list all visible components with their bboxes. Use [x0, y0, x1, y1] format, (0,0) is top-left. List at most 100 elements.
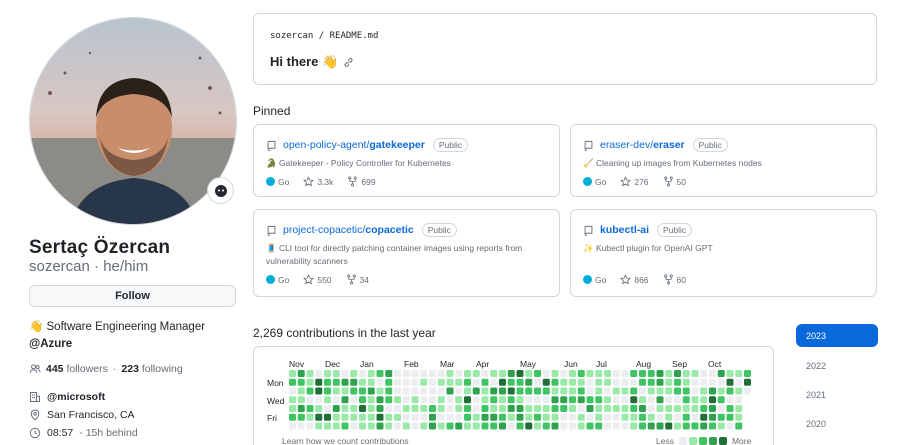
contribution-day-cell[interactable] [306, 405, 314, 412]
contribution-day-cell[interactable] [297, 405, 305, 412]
year-button-2023[interactable]: 2023 [796, 324, 878, 347]
contribution-day-cell[interactable] [542, 378, 550, 386]
contribution-day-cell[interactable] [446, 378, 454, 386]
contribution-day-cell[interactable] [534, 413, 541, 421]
contribution-day-cell[interactable] [297, 387, 305, 395]
contribution-day-cell[interactable] [332, 378, 340, 386]
contribution-day-cell[interactable] [297, 378, 305, 386]
contribution-day-cell[interactable] [297, 422, 305, 430]
contribution-day-cell[interactable] [481, 422, 489, 430]
contribution-day-cell[interactable] [595, 413, 603, 421]
contribution-day-cell[interactable] [691, 413, 699, 421]
contribution-day-cell[interactable] [674, 405, 681, 412]
contribution-day-cell[interactable] [525, 405, 533, 412]
contribution-day-cell[interactable] [691, 422, 699, 430]
contribution-day-cell[interactable] [726, 422, 734, 430]
contribution-day-cell[interactable] [481, 387, 489, 395]
contribution-day-cell[interactable] [507, 370, 515, 377]
contribution-day-cell[interactable] [630, 422, 638, 430]
contribution-day-cell[interactable] [420, 396, 428, 404]
contribution-day-cell[interactable] [385, 396, 393, 404]
contribution-day-cell[interactable] [639, 370, 646, 377]
contribution-day-cell[interactable] [612, 370, 620, 377]
contribution-day-cell[interactable] [394, 413, 401, 421]
contribution-day-cell[interactable] [429, 405, 436, 412]
contribution-day-cell[interactable] [394, 378, 401, 386]
repo-link[interactable]: project-copacetic/copacetic [283, 224, 414, 236]
contribution-day-cell[interactable] [464, 422, 471, 430]
contribution-day-cell[interactable] [647, 387, 655, 395]
contribution-day-cell[interactable] [359, 378, 366, 386]
contribution-day-cell[interactable] [437, 413, 445, 421]
contribution-day-cell[interactable] [341, 370, 349, 377]
contribution-day-cell[interactable] [402, 378, 410, 386]
contribution-day-cell[interactable] [411, 422, 419, 430]
contribution-day-cell[interactable] [350, 405, 358, 412]
contribution-day-cell[interactable] [569, 396, 576, 404]
contribution-day-cell[interactable] [315, 370, 323, 377]
contribution-day-cell[interactable] [674, 413, 681, 421]
contribution-day-cell[interactable] [586, 422, 594, 430]
contribution-day-cell[interactable] [647, 422, 655, 430]
contribution-day-cell[interactable] [665, 387, 673, 395]
contribution-day-cell[interactable] [420, 422, 428, 430]
contribution-day-cell[interactable] [639, 413, 646, 421]
contribution-day-cell[interactable] [490, 422, 498, 430]
contribution-day-cell[interactable] [700, 405, 708, 412]
followers-link[interactable]: 445 followers [46, 363, 108, 375]
contribution-day-cell[interactable] [464, 405, 471, 412]
contribution-day-cell[interactable] [674, 396, 681, 404]
contribution-day-cell[interactable] [647, 396, 655, 404]
contribution-day-cell[interactable] [735, 378, 743, 386]
contribution-day-cell[interactable] [551, 370, 559, 377]
anchor-link-icon[interactable] [343, 57, 354, 68]
contribution-day-cell[interactable] [402, 387, 410, 395]
contribution-day-cell[interactable] [516, 413, 524, 421]
contribution-day-cell[interactable] [376, 422, 384, 430]
contribution-day-cell[interactable] [516, 405, 524, 412]
contribution-day-cell[interactable] [437, 396, 445, 404]
contribution-day-cell[interactable] [717, 396, 725, 404]
contribution-day-cell[interactable] [569, 387, 576, 395]
contribution-day-cell[interactable] [402, 405, 410, 412]
contribution-day-cell[interactable] [429, 387, 436, 395]
contribution-day-cell[interactable] [656, 370, 664, 377]
contribution-day-cell[interactable] [700, 422, 708, 430]
contribution-day-cell[interactable] [472, 396, 480, 404]
contribution-day-cell[interactable] [455, 422, 463, 430]
contribution-day-cell[interactable] [612, 413, 620, 421]
contribution-day-cell[interactable] [490, 396, 498, 404]
contribution-day-cell[interactable] [455, 387, 463, 395]
contribution-day-cell[interactable] [306, 378, 314, 386]
status-emoji-button[interactable] [207, 177, 234, 204]
contribution-day-cell[interactable] [350, 396, 358, 404]
contribution-day-cell[interactable] [507, 422, 515, 430]
contribution-day-cell[interactable] [542, 396, 550, 404]
contribution-day-cell[interactable] [464, 413, 471, 421]
contribution-day-cell[interactable] [674, 370, 681, 377]
contribution-day-cell[interactable] [367, 378, 375, 386]
repo-stars-link[interactable]: 3.3k [303, 176, 333, 187]
contribution-day-cell[interactable] [324, 405, 331, 412]
contribution-day-cell[interactable] [481, 413, 489, 421]
contribution-day-cell[interactable] [341, 405, 349, 412]
contribution-day-cell[interactable] [315, 405, 323, 412]
contribution-day-cell[interactable] [464, 387, 471, 395]
contribution-day-cell[interactable] [577, 387, 585, 395]
contribution-day-cell[interactable] [446, 387, 454, 395]
contribution-day-cell[interactable] [700, 413, 708, 421]
contribution-day-cell[interactable] [656, 378, 664, 386]
contribution-day-cell[interactable] [385, 387, 393, 395]
contribution-day-cell[interactable] [560, 405, 568, 412]
contribution-day-cell[interactable] [411, 378, 419, 386]
repo-forks-link[interactable]: 34 [346, 274, 369, 285]
contribution-day-cell[interactable] [306, 413, 314, 421]
contribution-day-cell[interactable] [682, 422, 690, 430]
contribution-day-cell[interactable] [586, 378, 594, 386]
contribution-day-cell[interactable] [525, 387, 533, 395]
contribution-day-cell[interactable] [525, 370, 533, 377]
contribution-day-cell[interactable] [499, 396, 506, 404]
contribution-day-cell[interactable] [324, 413, 331, 421]
contribution-day-cell[interactable] [429, 413, 436, 421]
contribution-day-cell[interactable] [306, 387, 314, 395]
